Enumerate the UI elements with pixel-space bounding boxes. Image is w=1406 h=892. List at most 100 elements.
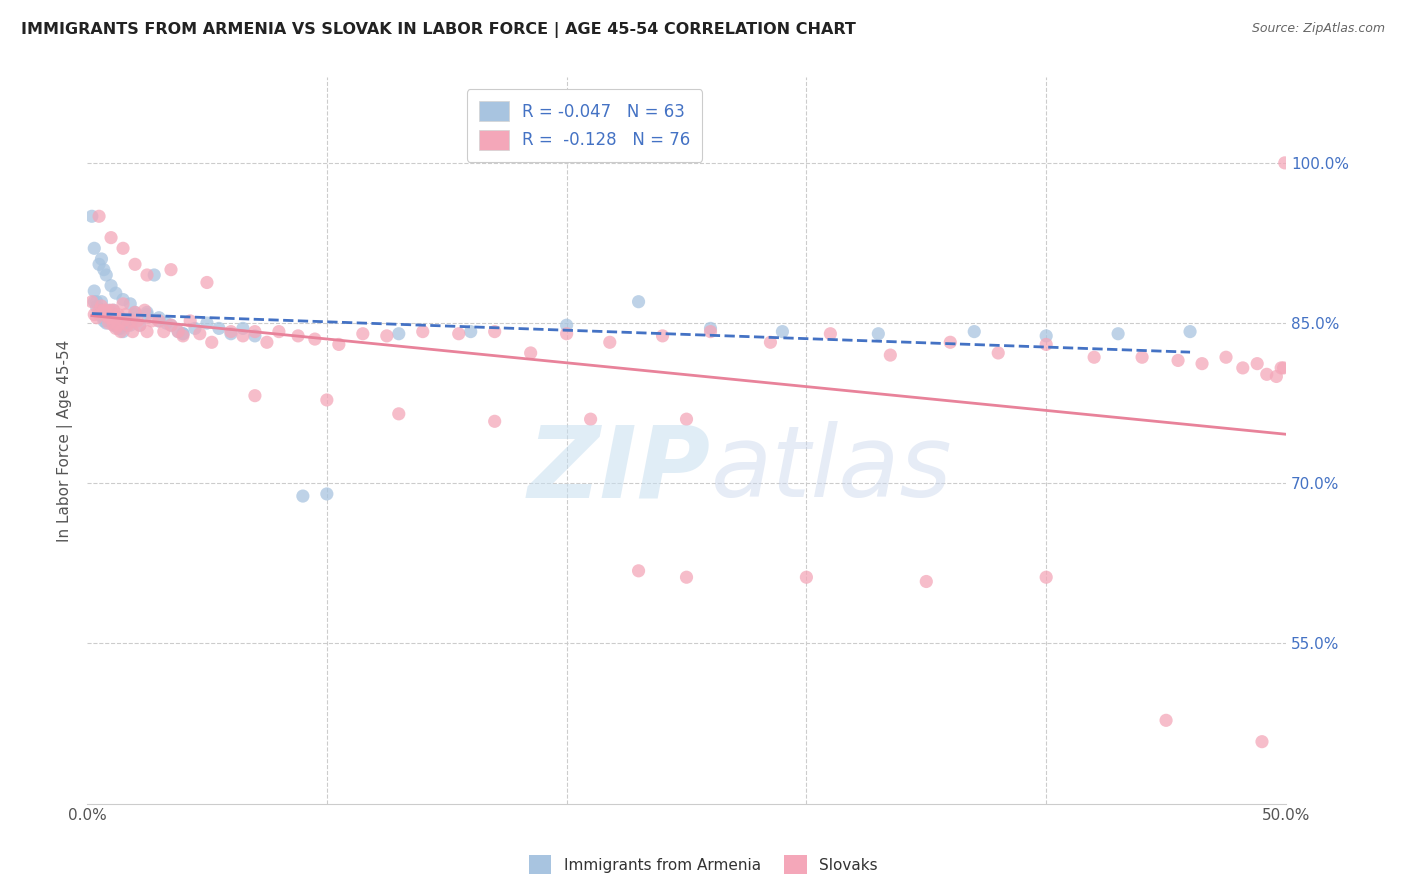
Point — [100, 314, 122, 328]
Point — [93, 305, 115, 319]
Point — [103, 318, 125, 333]
Text: IMMIGRANTS FROM ARMENIA VS SLOVAK IN LABOR FORCE | AGE 45-54 CORRELATION CHART: IMMIGRANTS FROM ARMENIA VS SLOVAK IN LAB… — [21, 22, 856, 38]
Point — [121, 325, 143, 339]
Point — [267, 325, 290, 339]
Point — [124, 305, 146, 319]
Point — [1232, 360, 1254, 375]
Point — [599, 335, 621, 350]
Point — [375, 329, 398, 343]
Point — [195, 316, 218, 330]
Point — [103, 308, 125, 322]
Point — [201, 335, 224, 350]
Point — [675, 412, 697, 426]
Point — [128, 318, 150, 333]
Point — [315, 487, 337, 501]
Point — [167, 325, 190, 339]
Point — [96, 310, 118, 325]
Point — [1035, 570, 1057, 584]
Point — [87, 303, 110, 318]
Point — [172, 326, 194, 341]
Point — [179, 314, 201, 328]
Point — [963, 325, 986, 339]
Point — [103, 303, 125, 318]
Point — [915, 574, 938, 589]
Point — [879, 348, 901, 362]
Point — [87, 305, 110, 319]
Point — [128, 318, 150, 333]
Point — [97, 303, 120, 318]
Point — [155, 316, 177, 330]
Point — [1272, 360, 1295, 375]
Point — [1178, 325, 1201, 339]
Point — [107, 318, 129, 333]
Point — [100, 308, 122, 322]
Point — [243, 329, 266, 343]
Point — [412, 325, 434, 339]
Point — [1130, 350, 1153, 364]
Point — [93, 262, 115, 277]
Point — [93, 303, 115, 318]
Point — [103, 303, 125, 318]
Point — [1274, 156, 1296, 170]
Point — [83, 241, 105, 255]
Point — [90, 299, 112, 313]
Point — [152, 325, 174, 339]
Point — [90, 252, 112, 266]
Point — [107, 308, 129, 322]
Point — [167, 325, 190, 339]
Point — [1154, 714, 1177, 728]
Point — [141, 314, 163, 328]
Point — [304, 332, 326, 346]
Point — [160, 318, 183, 333]
Point — [120, 318, 142, 333]
Point — [136, 305, 159, 319]
Point — [112, 314, 135, 328]
Point — [93, 310, 115, 325]
Point — [100, 303, 122, 318]
Point — [117, 318, 139, 333]
Point — [124, 305, 146, 319]
Point — [80, 209, 103, 223]
Point — [1191, 357, 1213, 371]
Point — [148, 314, 170, 328]
Point — [107, 321, 129, 335]
Point — [484, 325, 506, 339]
Point — [1083, 350, 1105, 364]
Point — [172, 329, 194, 343]
Point — [100, 230, 122, 244]
Point — [96, 308, 118, 322]
Point — [1167, 353, 1189, 368]
Point — [195, 276, 218, 290]
Point — [90, 303, 112, 318]
Point — [86, 310, 108, 325]
Point — [86, 300, 108, 314]
Y-axis label: In Labor Force | Age 45-54: In Labor Force | Age 45-54 — [58, 339, 73, 541]
Point — [699, 321, 721, 335]
Point — [90, 294, 112, 309]
Point — [219, 325, 242, 339]
Point — [675, 570, 697, 584]
Point — [148, 314, 170, 328]
Point — [627, 294, 650, 309]
Point — [96, 308, 118, 322]
Point — [208, 321, 231, 335]
Point — [100, 310, 122, 325]
Point — [112, 293, 135, 307]
Point — [93, 308, 115, 322]
Point — [188, 326, 211, 341]
Point — [104, 310, 127, 325]
Point — [112, 297, 135, 311]
Point — [97, 314, 120, 328]
Point — [134, 303, 156, 318]
Point — [287, 329, 309, 343]
Point — [120, 297, 142, 311]
Point — [143, 268, 166, 282]
Point — [87, 209, 110, 223]
Point — [83, 308, 105, 322]
Point — [328, 337, 350, 351]
Point — [80, 294, 103, 309]
Point — [127, 314, 149, 328]
Point — [1270, 360, 1292, 375]
Point — [86, 294, 108, 309]
Point — [160, 262, 183, 277]
